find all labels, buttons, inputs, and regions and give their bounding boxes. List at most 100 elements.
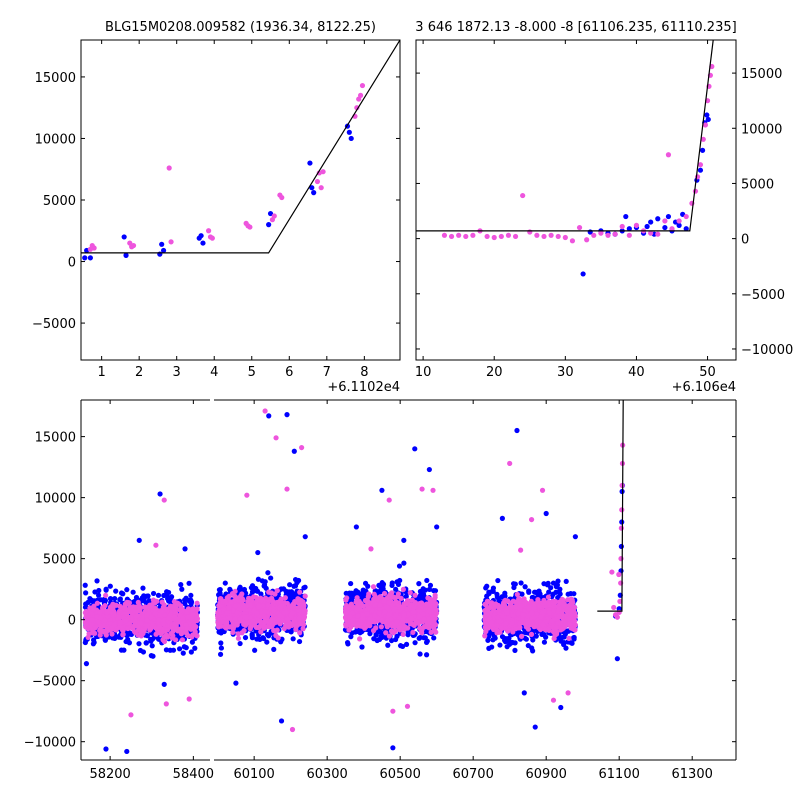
season-2-magenta-point [364,611,370,617]
season-0-magenta-point [138,620,144,626]
season-2-magenta-point [383,604,389,610]
season-2-magenta-point [365,594,371,600]
season-1-magenta-point [302,593,308,599]
season-2-magenta-point [405,618,411,624]
season-2-magenta-point [404,606,410,612]
season-2-blue-point [431,587,437,594]
season-1-magenta-point [251,594,257,600]
season-2-magenta-point [432,592,438,598]
season-0-magenta-point [102,617,108,623]
season-1-blue-point [218,640,224,646]
season-1-blue-point [287,582,293,588]
top-left-blue-point [200,240,206,246]
season-1-blue-point [218,645,224,651]
season-2-blue-point [348,580,354,587]
season-1-magenta-point [257,618,263,624]
season-0-blue-point [182,600,188,607]
season-1-outlier-point [302,534,308,540]
season-0-blue-point [82,582,88,588]
top-left-magenta-point [357,92,364,98]
season-1-blue-point [236,587,242,593]
top-right-magenta-point [655,231,661,237]
season-2-outlier-point [390,708,396,714]
top-left-xtick-label: 7 [323,365,331,380]
season-2-outlier-point [430,487,436,493]
season-1-magenta-point [260,623,266,629]
season-0-magenta-point [89,617,95,623]
season-2-magenta-point [400,616,406,623]
season-0-magenta-point [128,606,134,613]
season-1-magenta-point [286,624,292,630]
top-right-ytick-label: 10000 [741,122,782,137]
season-0-magenta-point [152,606,158,612]
season-1-blue-point [295,577,302,584]
season-0-outlier-point [103,746,109,752]
top-right-magenta-point [612,231,618,237]
season-2-magenta-point [396,625,403,631]
season-1-magenta-point [221,606,227,612]
season-0-magenta-point [123,610,129,617]
season-0-magenta-point [160,620,167,627]
season-0-blue-point [143,593,150,599]
season-0-blue-point [192,645,198,651]
season-0-magenta-point [126,600,133,606]
top-left-blue-point [160,247,167,254]
season-2-magenta-point [343,609,350,615]
season-1-magenta-point [222,598,228,604]
season-1-magenta-point [218,596,224,602]
season-1-magenta-point [296,607,302,614]
season-0-magenta-point [100,628,106,635]
season-1-magenta-point [273,632,279,639]
season-2-magenta-point [408,615,415,621]
season-1-blue-point [217,587,223,593]
top-right-magenta-point [683,213,689,220]
season-2-magenta-point [367,616,374,622]
season-2-magenta-point [394,618,400,625]
season-0-magenta-point [120,627,126,633]
season-2-magenta-point [391,607,397,614]
season-1-outlier-point [233,680,239,686]
top-left-title: BLG15M0208.009582 (1936.34, 8122.25) [105,20,376,35]
season-0-magenta-point [94,600,100,606]
season-1-magenta-point [251,607,257,614]
season-2-magenta-point [418,603,424,609]
top-right-magenta-point [491,234,497,241]
top-left-blue-point [266,222,272,228]
season-1-blue-point [242,634,249,641]
season-0-magenta-point [95,619,102,625]
top-left-magenta-point [166,165,172,171]
top-left-magenta-point [318,185,324,191]
season-3-blue-point [512,647,518,653]
season-0-magenta-point [159,629,166,635]
top-right-magenta-point [548,232,554,238]
season-1-magenta-point [233,603,239,609]
season-1-magenta-point [240,597,246,603]
season-0-outlier-point [163,701,169,707]
season-2-magenta-point [400,586,406,592]
season-0-blue-point [95,592,102,598]
top-right-blue-point [655,216,661,222]
season-0-blue-point [83,661,90,667]
season-0-blue-point [164,589,170,595]
season-0-magenta-point [117,620,124,626]
season-0-blue-point [127,630,133,636]
top-left-ytick-label: 0 [68,256,76,271]
season-1-blue-point [255,576,262,582]
season-2-magenta-point [377,602,383,608]
season-2-blue-point [392,636,399,643]
season-1-blue-point [249,635,256,641]
season-0-magenta-point [152,599,158,605]
season-2-magenta-point [350,617,356,623]
season-3-blue-point [568,590,574,597]
season-0-blue-point [120,591,126,597]
season-1-magenta-point [296,596,302,603]
top-right-model-line [416,40,714,232]
season-1-magenta-point [281,625,287,632]
season-0-magenta-point [166,615,172,621]
season-3-blue-point [555,578,561,584]
season-0-magenta-point [123,618,129,624]
season-2-magenta-point [412,592,418,598]
season-3-blue-point [523,636,529,642]
season-2-magenta-point [421,616,427,622]
season-2-magenta-point [395,591,402,597]
